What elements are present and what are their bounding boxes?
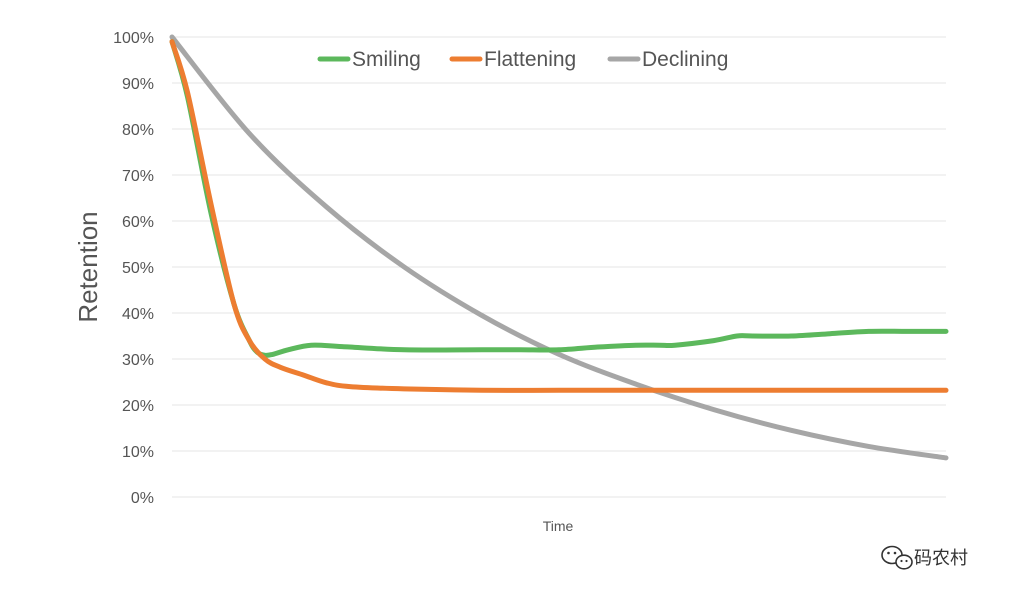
wechat-icon bbox=[881, 545, 913, 570]
watermark-text: 码农村 bbox=[914, 548, 968, 569]
y-tick-label: 80% bbox=[122, 122, 154, 139]
y-tick-label: 0% bbox=[131, 490, 154, 507]
y-tick-label: 60% bbox=[122, 214, 154, 231]
series-line-flattening bbox=[169, 39, 949, 393]
y-tick-label: 30% bbox=[122, 352, 154, 369]
y-tick-label: 90% bbox=[122, 76, 154, 93]
legend: Smiling Flattening Declining bbox=[317, 48, 728, 71]
y-tick-label: 20% bbox=[122, 398, 154, 415]
y-tick-label: 70% bbox=[122, 168, 154, 185]
y-tick-label: 50% bbox=[122, 260, 154, 277]
series-lines bbox=[169, 34, 949, 461]
watermark: 码农村 bbox=[881, 545, 968, 570]
legend-label-flattening: Flattening bbox=[484, 48, 576, 71]
y-axis-title: Retention bbox=[73, 211, 103, 322]
series-line-smiling bbox=[169, 39, 949, 358]
y-tick-label: 10% bbox=[122, 444, 154, 461]
x-axis-title: Time bbox=[543, 518, 574, 534]
series-line-declining bbox=[169, 34, 949, 461]
y-tick-label: 40% bbox=[122, 306, 154, 323]
legend-label-declining: Declining bbox=[642, 48, 728, 71]
y-tick-label: 100% bbox=[113, 30, 154, 47]
gridlines bbox=[172, 36, 946, 498]
y-tick-labels: 0% 10% 20% 30% 40% 50% 60% 70% 80% 90% 100% bbox=[113, 30, 154, 507]
legend-label-smiling: Smiling bbox=[352, 48, 421, 71]
